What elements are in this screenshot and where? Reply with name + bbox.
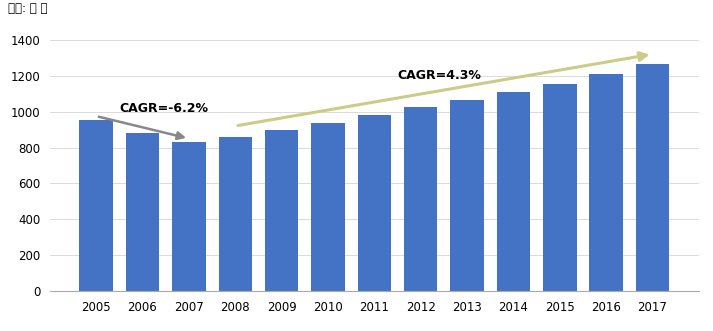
Bar (125, 133, 159, 291)
Bar (218, 137, 252, 291)
Text: 단위: 억 원: 단위: 억 원 (8, 2, 47, 15)
Bar (312, 123, 344, 291)
Bar (358, 115, 391, 291)
Bar (404, 107, 437, 291)
Bar (79, 120, 113, 291)
Text: CAGR=4.3%: CAGR=4.3% (398, 69, 481, 82)
Bar (451, 100, 483, 291)
Bar (590, 74, 623, 291)
Text: CAGR=-6.2%: CAGR=-6.2% (119, 102, 208, 115)
Bar (636, 64, 670, 291)
Bar (543, 84, 577, 291)
Bar (497, 92, 530, 291)
Bar (265, 129, 298, 291)
Bar (172, 142, 205, 291)
